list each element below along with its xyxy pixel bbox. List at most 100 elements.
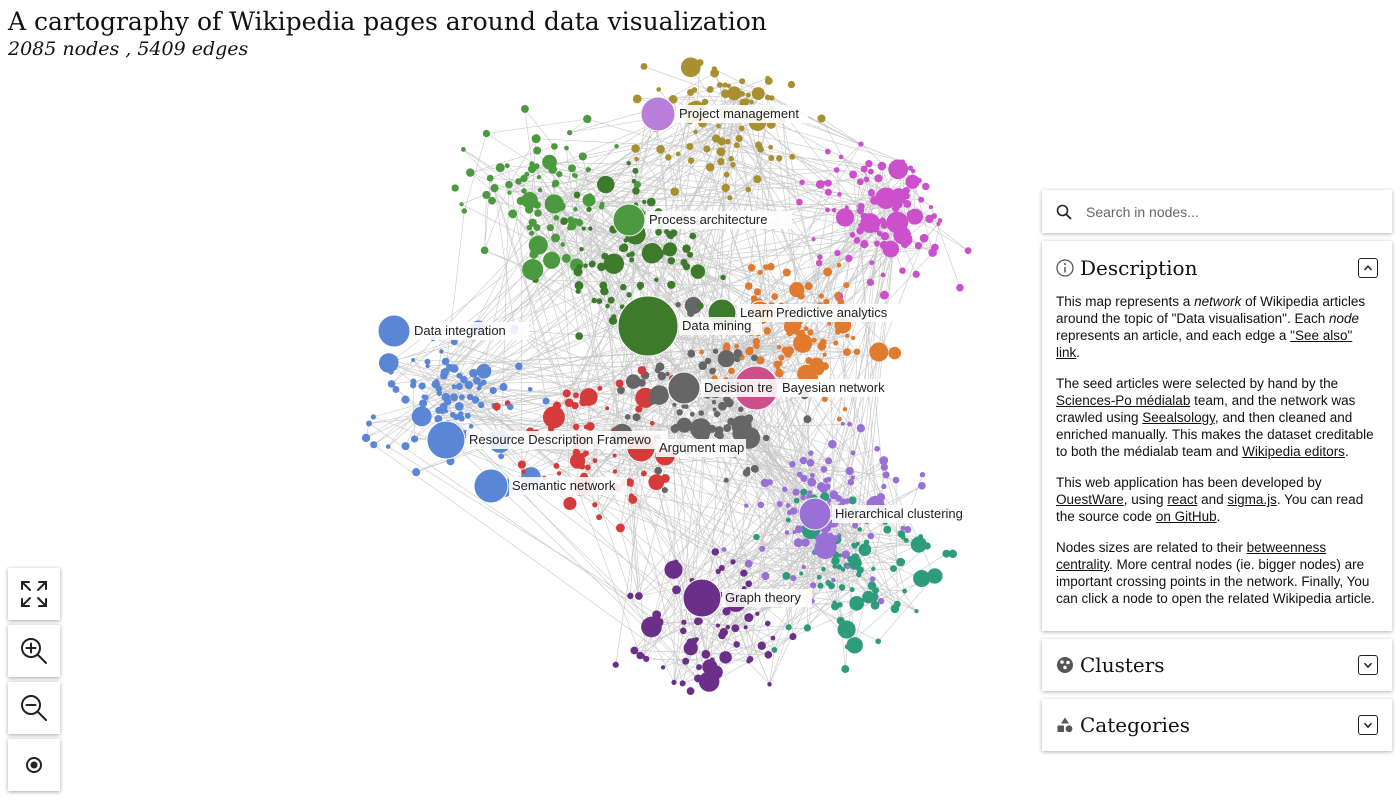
graph-node[interactable] bbox=[764, 651, 773, 659]
graph-node[interactable] bbox=[648, 474, 665, 491]
graph-node[interactable] bbox=[548, 164, 558, 174]
graph-node[interactable] bbox=[524, 171, 530, 177]
graph-node[interactable] bbox=[411, 357, 416, 362]
graph-node[interactable] bbox=[716, 123, 721, 129]
graph-node[interactable] bbox=[730, 559, 736, 565]
node-label[interactable]: Data mining bbox=[682, 318, 751, 333]
graph-node[interactable] bbox=[819, 542, 827, 551]
graph-node[interactable] bbox=[841, 665, 850, 674]
graph-node[interactable] bbox=[575, 288, 581, 294]
graph-node[interactable] bbox=[806, 458, 815, 467]
graph-node[interactable] bbox=[543, 251, 561, 269]
graph-node[interactable] bbox=[472, 376, 481, 385]
graph-node[interactable] bbox=[835, 208, 855, 227]
graph-node[interactable] bbox=[809, 357, 824, 372]
graph-node[interactable] bbox=[434, 415, 443, 423]
graph-node[interactable] bbox=[401, 442, 410, 451]
graph-node[interactable] bbox=[690, 418, 712, 440]
graph-node[interactable] bbox=[627, 592, 634, 600]
graph-node[interactable] bbox=[687, 309, 695, 317]
graph-node[interactable] bbox=[687, 157, 695, 164]
description-link[interactable]: sigma.js bbox=[1227, 492, 1277, 507]
graph-node[interactable] bbox=[815, 180, 825, 189]
graph-node[interactable] bbox=[842, 406, 848, 412]
graph-node[interactable] bbox=[605, 406, 610, 411]
graph-hub-node[interactable] bbox=[612, 203, 646, 237]
graph-node[interactable] bbox=[789, 282, 805, 298]
graph-node[interactable] bbox=[446, 457, 455, 466]
graph-node[interactable] bbox=[489, 386, 497, 395]
graph-node[interactable] bbox=[942, 549, 951, 558]
graph-node[interactable] bbox=[592, 458, 598, 464]
graph-node[interactable] bbox=[507, 190, 512, 195]
graph-node[interactable] bbox=[370, 441, 378, 449]
node-label[interactable]: Resource Description Framewo bbox=[469, 432, 651, 447]
graph-node[interactable] bbox=[899, 267, 906, 274]
graph-node[interactable] bbox=[464, 412, 471, 419]
graph-node[interactable] bbox=[410, 382, 417, 389]
graph-node[interactable] bbox=[573, 218, 579, 224]
graph-node[interactable] bbox=[631, 144, 640, 153]
graph-node[interactable] bbox=[831, 577, 836, 583]
graph-node[interactable] bbox=[680, 57, 701, 78]
graph-node[interactable] bbox=[744, 503, 749, 508]
graph-node[interactable] bbox=[709, 657, 715, 663]
graph-node[interactable] bbox=[888, 159, 909, 180]
graph-node[interactable] bbox=[710, 68, 720, 78]
graph-node[interactable] bbox=[564, 398, 574, 408]
graph-node[interactable] bbox=[571, 401, 579, 410]
graph-node[interactable] bbox=[453, 413, 460, 421]
graph-node[interactable] bbox=[490, 184, 499, 193]
graph-node[interactable] bbox=[747, 346, 754, 354]
graph-node[interactable] bbox=[443, 408, 449, 414]
graph-node[interactable] bbox=[652, 610, 662, 620]
graph-node[interactable] bbox=[738, 406, 744, 412]
graph-node[interactable] bbox=[821, 566, 826, 572]
graph-node[interactable] bbox=[626, 292, 632, 298]
graph-node[interactable] bbox=[745, 186, 752, 193]
graph-node[interactable] bbox=[361, 433, 371, 443]
graph-node[interactable] bbox=[499, 383, 508, 392]
graph-node[interactable] bbox=[574, 281, 584, 291]
graph-node[interactable] bbox=[672, 402, 677, 407]
graph-node[interactable] bbox=[851, 542, 858, 549]
graph-hub-node[interactable] bbox=[640, 96, 676, 132]
graph-node[interactable] bbox=[709, 367, 716, 375]
graph-node[interactable] bbox=[807, 329, 814, 336]
graph-node[interactable] bbox=[818, 293, 824, 299]
graph-node[interactable] bbox=[841, 550, 851, 559]
graph-node[interactable] bbox=[699, 349, 704, 355]
graph-node[interactable] bbox=[776, 344, 782, 350]
graph-node[interactable] bbox=[757, 641, 766, 650]
graph-node[interactable] bbox=[701, 649, 711, 659]
graph-node[interactable] bbox=[703, 145, 711, 153]
graph-node[interactable] bbox=[721, 183, 730, 193]
graph-node[interactable] bbox=[698, 361, 707, 370]
graph-node[interactable] bbox=[804, 282, 813, 291]
graph-hub-node[interactable] bbox=[426, 420, 466, 460]
graph-node[interactable] bbox=[689, 411, 695, 417]
graph-node[interactable] bbox=[858, 222, 863, 228]
graph-node[interactable] bbox=[883, 525, 892, 534]
graph-node[interactable] bbox=[803, 624, 811, 632]
graph-node[interactable] bbox=[722, 607, 731, 616]
graph-node[interactable] bbox=[705, 163, 715, 172]
graph-node[interactable] bbox=[728, 367, 735, 375]
graph-node[interactable] bbox=[632, 94, 642, 104]
graph-node[interactable] bbox=[715, 568, 721, 575]
graph-node[interactable] bbox=[723, 171, 730, 178]
graph-node[interactable] bbox=[533, 146, 542, 155]
search-box[interactable] bbox=[1042, 190, 1392, 233]
graph-node[interactable] bbox=[612, 661, 619, 668]
graph-node[interactable] bbox=[454, 402, 464, 411]
graph-node[interactable] bbox=[857, 202, 865, 210]
graph-node[interactable] bbox=[642, 199, 647, 205]
graph-node[interactable] bbox=[586, 206, 592, 212]
graph-node[interactable] bbox=[789, 153, 796, 160]
graph-node[interactable] bbox=[477, 401, 485, 409]
graph-node[interactable] bbox=[696, 59, 704, 67]
graph-node[interactable] bbox=[578, 152, 587, 161]
zoom-in-button[interactable] bbox=[8, 625, 60, 677]
graph-hub-node[interactable] bbox=[798, 497, 832, 531]
graph-node[interactable] bbox=[617, 386, 625, 395]
